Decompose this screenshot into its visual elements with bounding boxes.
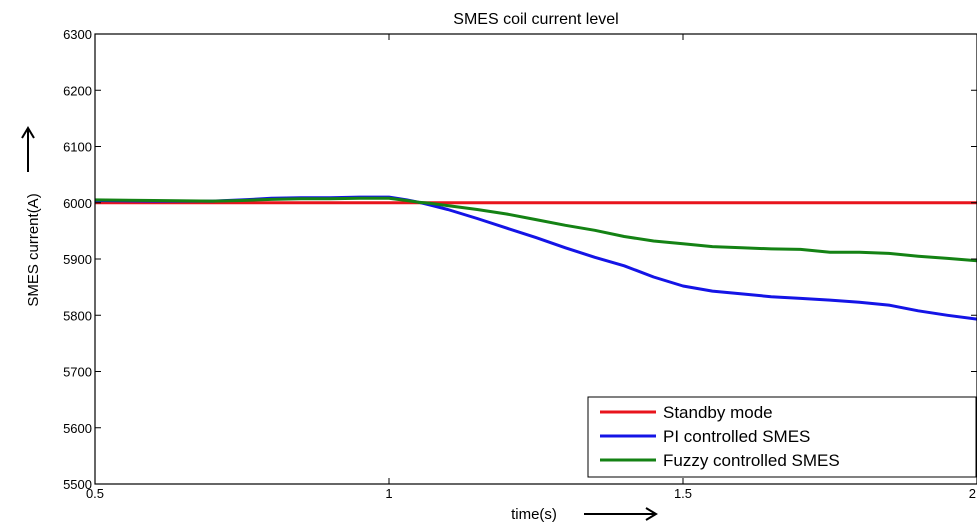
y-tick-label: 5700 bbox=[63, 365, 92, 380]
labels-layer: time(s) SMES current(A) bbox=[21, 126, 658, 523]
x-tick-label: 1 bbox=[385, 486, 392, 501]
x-tick-label: 2 bbox=[969, 486, 976, 501]
y-tick-label: 6200 bbox=[63, 83, 92, 98]
y-tick-label: 5800 bbox=[63, 308, 92, 323]
chart-title: SMES coil current level bbox=[453, 11, 618, 28]
y-tick-label: 6100 bbox=[63, 140, 92, 155]
x-axis-label: time(s) bbox=[511, 506, 557, 523]
y-tick-label: 5500 bbox=[63, 477, 92, 492]
x-axis-arrow-icon bbox=[584, 507, 658, 521]
y-tick-label: 6300 bbox=[63, 27, 92, 42]
y-axis-label: SMES current(A) bbox=[25, 193, 42, 306]
y-tick-label: 5900 bbox=[63, 252, 92, 267]
x-tick-label: 1.5 bbox=[674, 486, 692, 501]
axes-layer: 5500 5600 5700 5800 5900 6000 6100 6200 6300 0.5 1… bbox=[63, 27, 977, 501]
y-tick-label: 6000 bbox=[63, 196, 92, 211]
legend-label-3: Fuzzy controlled SMES bbox=[663, 451, 840, 470]
legend: Standby mode PI controlled SMES Fuzzy cont… bbox=[587, 396, 977, 478]
series-line-3 bbox=[94, 196, 977, 263]
series-layer bbox=[94, 195, 977, 321]
x-tick-label: 0.5 bbox=[86, 486, 104, 501]
y-axis-arrow-icon bbox=[21, 126, 35, 172]
y-tick-label: 5600 bbox=[63, 421, 92, 436]
legend-label-1: Standby mode bbox=[663, 403, 773, 422]
legend-label-2: PI controlled SMES bbox=[663, 427, 810, 446]
